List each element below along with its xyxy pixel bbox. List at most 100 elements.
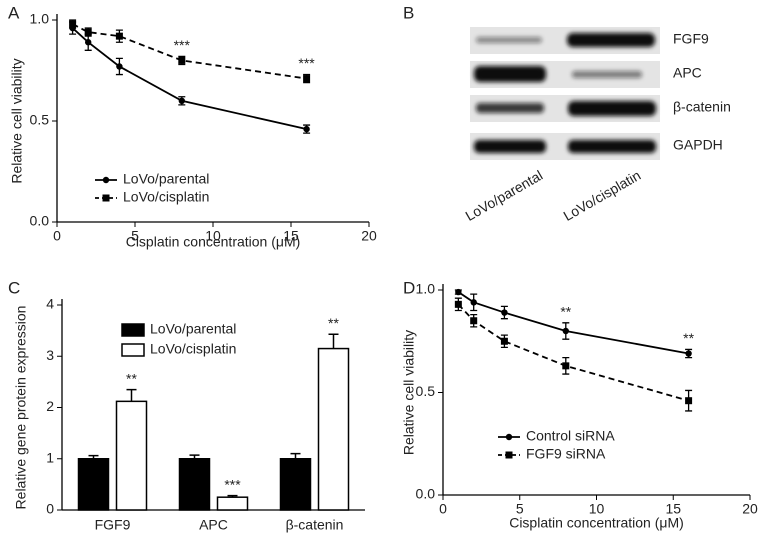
marker [85,39,92,46]
y-axis-label: Relative cell viability [401,330,417,455]
band [567,33,655,47]
x-tick-label: 0 [53,228,61,244]
x-tick-label: 20 [742,501,758,517]
band [476,103,544,113]
legend-marker [505,451,513,459]
chart-panel: A Relative cell viability Cisplatin concen… [8,3,377,249]
series-line [457,303,689,402]
legend-swatch [121,343,145,357]
bar [216,496,249,511]
annotation: ** [328,315,339,331]
x-tick-label: 0 [439,501,447,517]
y-tick-label: 0.5 [30,112,50,128]
legend-label: LoVo/cisplatin [150,341,236,357]
panel-letter: C [8,278,20,297]
annotation: ** [683,330,694,346]
series-line [72,23,307,80]
chart-panel: D Relative cell viability Cisplatin concen… [401,278,758,530]
panel-letter: D [403,278,415,297]
marker [116,63,123,70]
band [572,71,642,78]
marker [84,28,92,36]
error-bar [126,388,137,402]
annotation: ** [560,304,571,320]
x-tick-label: 15 [665,501,681,517]
marker [562,362,570,370]
band [476,37,542,43]
bar [115,400,148,511]
marker [454,300,462,308]
protein-label: GAPDH [673,137,723,153]
bar [77,458,110,511]
marker [303,125,310,133]
marker [69,20,77,28]
x-tick-label: 15 [283,228,299,244]
legend-label: FGF9 siRNA [526,446,606,462]
protein-label: APC [673,65,702,81]
y-tick-label: 0.0 [30,213,50,229]
western-blot: B FGF9 APC β-catenin GAPDH LoVo/parental… [403,3,731,224]
annotation: *** [174,37,191,53]
legend-swatch [121,323,145,337]
panel-letter: B [403,3,414,22]
chart-panel: C Relative gene protein expression 0 1 2 3 4 FG… [8,278,365,533]
legend-marker [505,433,513,441]
marker [178,97,185,105]
panel-letter: A [8,3,20,22]
y-tick-label: 1.0 [30,11,50,27]
annotation: *** [298,55,315,71]
legend-label: Control siRNA [526,428,615,444]
marker [562,327,569,335]
marker [685,397,693,405]
y-axis-label: Relative gene protein expression [13,306,29,510]
x-tick-label: 20 [361,228,377,244]
band [568,140,656,153]
x-axis-label: Cisplatin concentration (μM) [509,515,684,531]
lane-label: LoVo/cisplatin [561,167,644,224]
legend-label: LoVo/cisplatin [123,189,209,205]
marker [303,75,311,83]
marker [455,288,462,296]
bar [317,347,350,511]
marker [470,299,477,306]
legend-marker [102,176,110,184]
x-tick-label: 5 [131,228,139,244]
y-tick-label: 1 [46,449,54,465]
marker [501,309,508,316]
x-tick-label: FGF9 [95,517,131,533]
x-tick-label: APC [199,517,228,533]
y-tick-label: 4 [46,296,54,312]
band [474,66,546,82]
y-tick-label: 3 [46,347,54,363]
y-tick-label: 0 [46,501,54,517]
annotation: *** [224,476,241,492]
y-tick-label: 0.5 [416,383,436,399]
marker [500,337,508,345]
protein-label: β-catenin [673,99,731,115]
legend-label: LoVo/parental [150,321,236,337]
y-tick-label: 2 [46,398,54,414]
error-bar [328,333,339,349]
x-tick-label: 10 [589,501,605,517]
marker [685,350,692,357]
x-tick-label: 10 [205,228,221,244]
marker [178,56,186,64]
y-axis-label: Relative cell viability [9,58,25,183]
marker [470,317,478,325]
protein-label: FGF9 [673,31,709,47]
annotation: ** [126,370,137,386]
x-tick-label: β-catenin [286,517,344,533]
series-line [457,291,689,355]
y-tick-label: 1.0 [416,281,436,297]
lane-label: LoVo/parental [463,167,546,224]
x-axis-label: Cisplatin concentration (μM) [126,234,301,250]
bar [279,458,312,511]
band [568,101,656,116]
error-bar [290,452,301,459]
legend-marker [102,194,110,202]
x-tick-label: 5 [516,501,524,517]
y-tick-label: 0.0 [416,486,436,502]
band [474,140,546,153]
bar [178,458,211,511]
